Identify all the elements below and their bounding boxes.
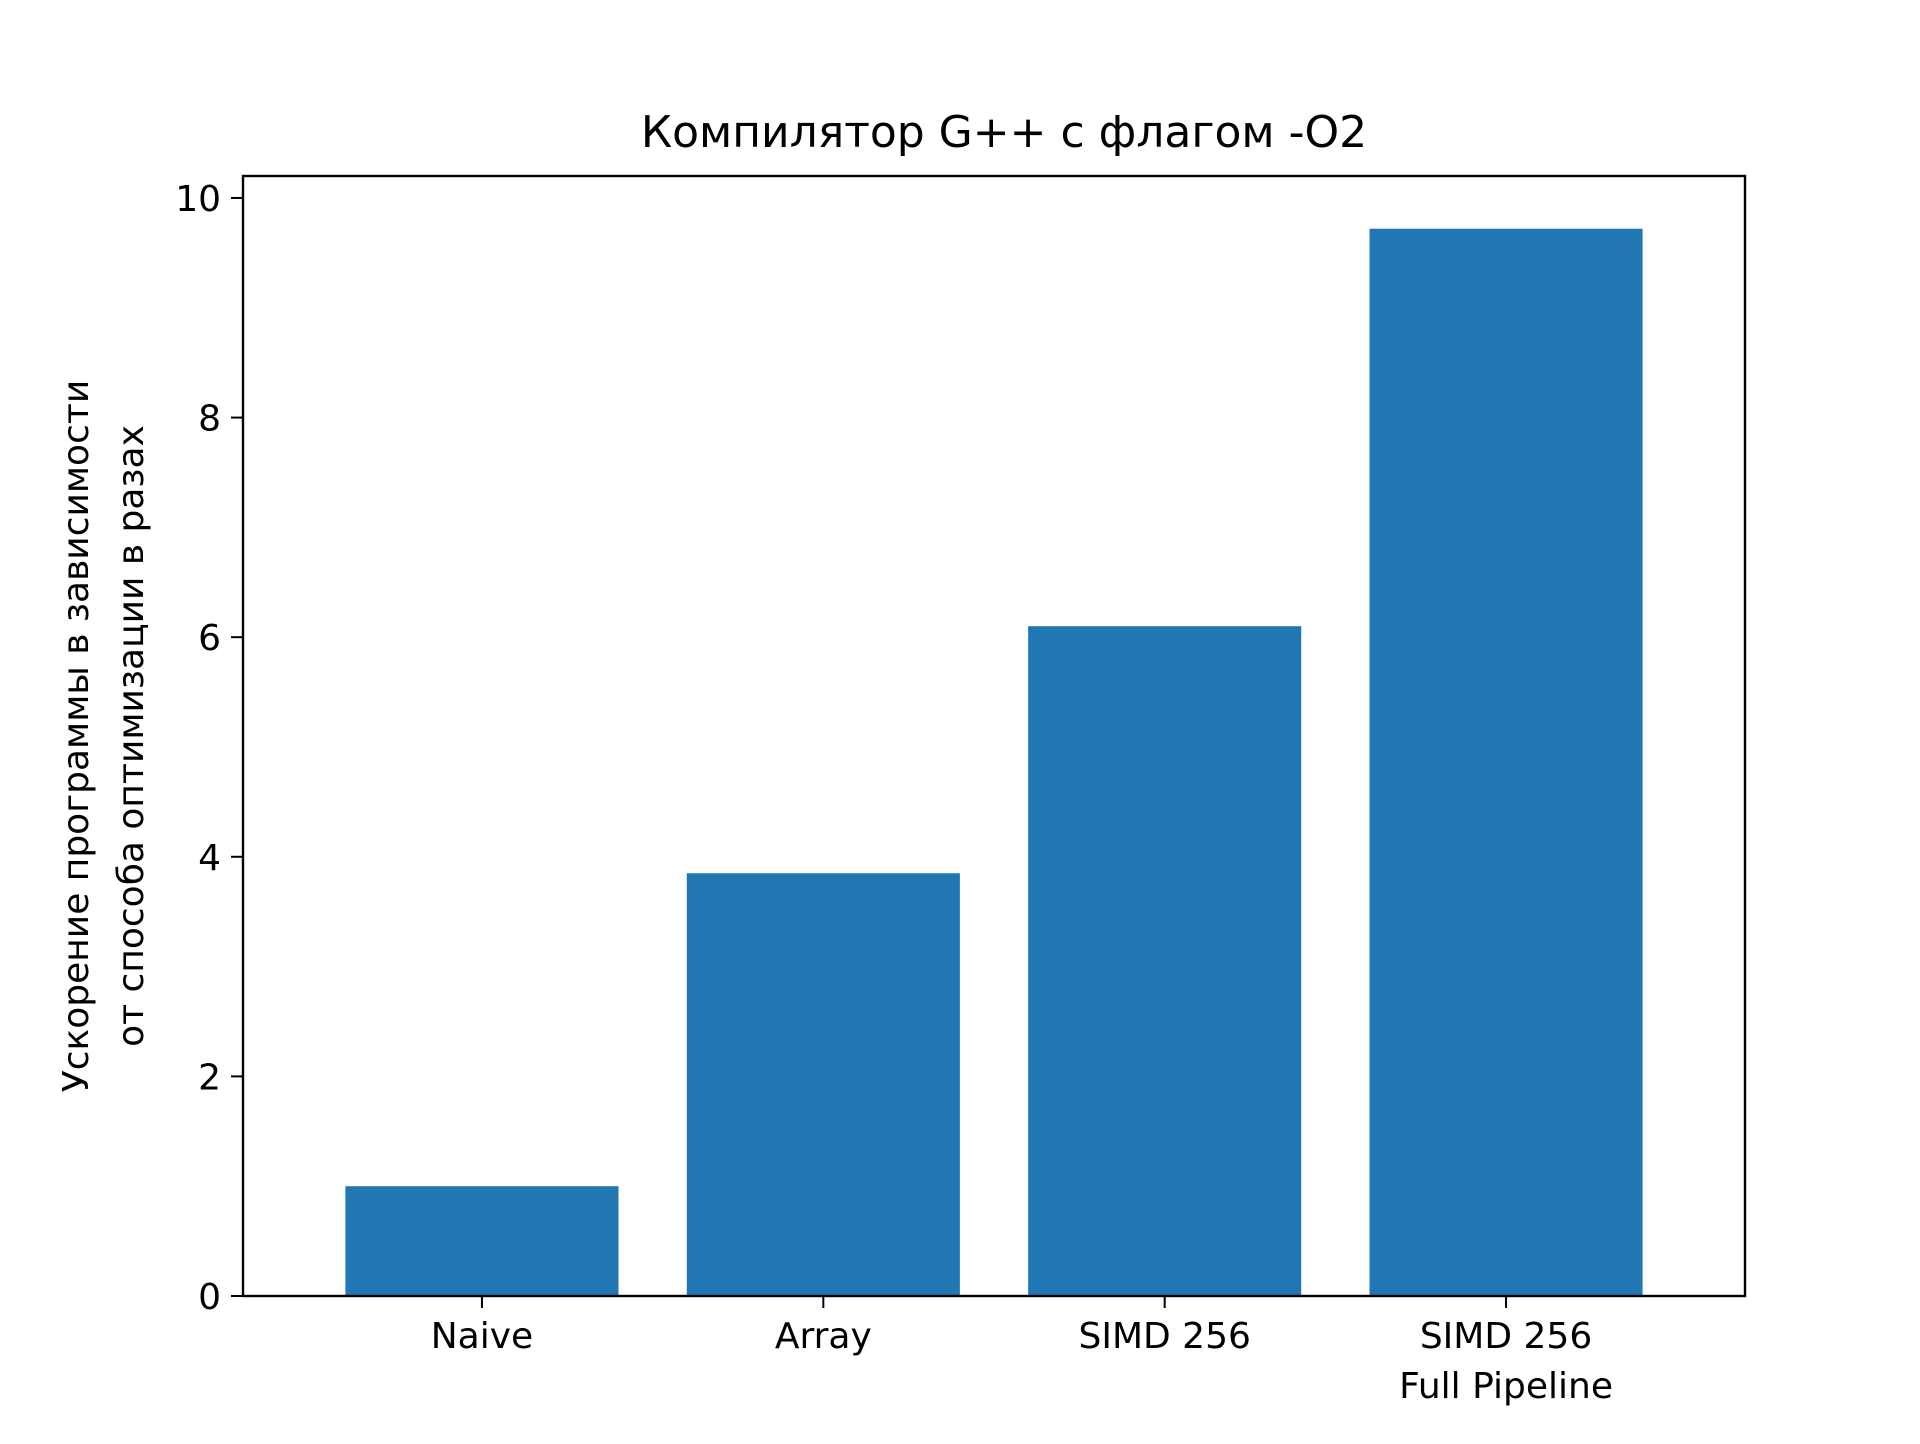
y-axis-ticks: 0 2 4 6 8 10: [175, 179, 243, 1318]
x-tick-label-3-line-2: Full Pipeline: [1399, 1366, 1613, 1407]
bar-1: [686, 873, 960, 1296]
bars-group: [345, 228, 1643, 1296]
x-tick-label-3: SIMD 256: [1420, 1316, 1592, 1357]
y-axis-label-line-1: Ускорение программы в зависимости: [56, 380, 97, 1092]
x-tick-label-2: SIMD 256: [1078, 1316, 1250, 1357]
axes-frame: [241, 174, 1747, 1298]
x-axis-ticks: Naive Array SIMD 256 SIMD 256 Full Pipeline: [431, 1296, 1613, 1407]
y-tick-label-4: 8: [198, 399, 221, 440]
bar-2: [1028, 626, 1302, 1296]
bar-3: [1369, 228, 1643, 1296]
y-axis-label-line-2: от способа оптимизации в разах: [111, 425, 152, 1047]
y-tick-label-3: 6: [198, 618, 221, 659]
y-tick-label-5: 10: [175, 179, 221, 220]
x-tick-label-1: Array: [775, 1316, 872, 1357]
y-tick-label-2: 4: [198, 838, 221, 879]
x-tick-label-0: Naive: [431, 1316, 533, 1357]
y-tick-label-1: 2: [198, 1057, 221, 1098]
chart-title: Компилятор G++ с флагом -O2: [641, 107, 1367, 158]
bar-0: [345, 1186, 619, 1296]
y-axis-label: Ускорение программы в зависимости от спо…: [56, 380, 152, 1092]
y-tick-label-0: 0: [198, 1277, 221, 1318]
